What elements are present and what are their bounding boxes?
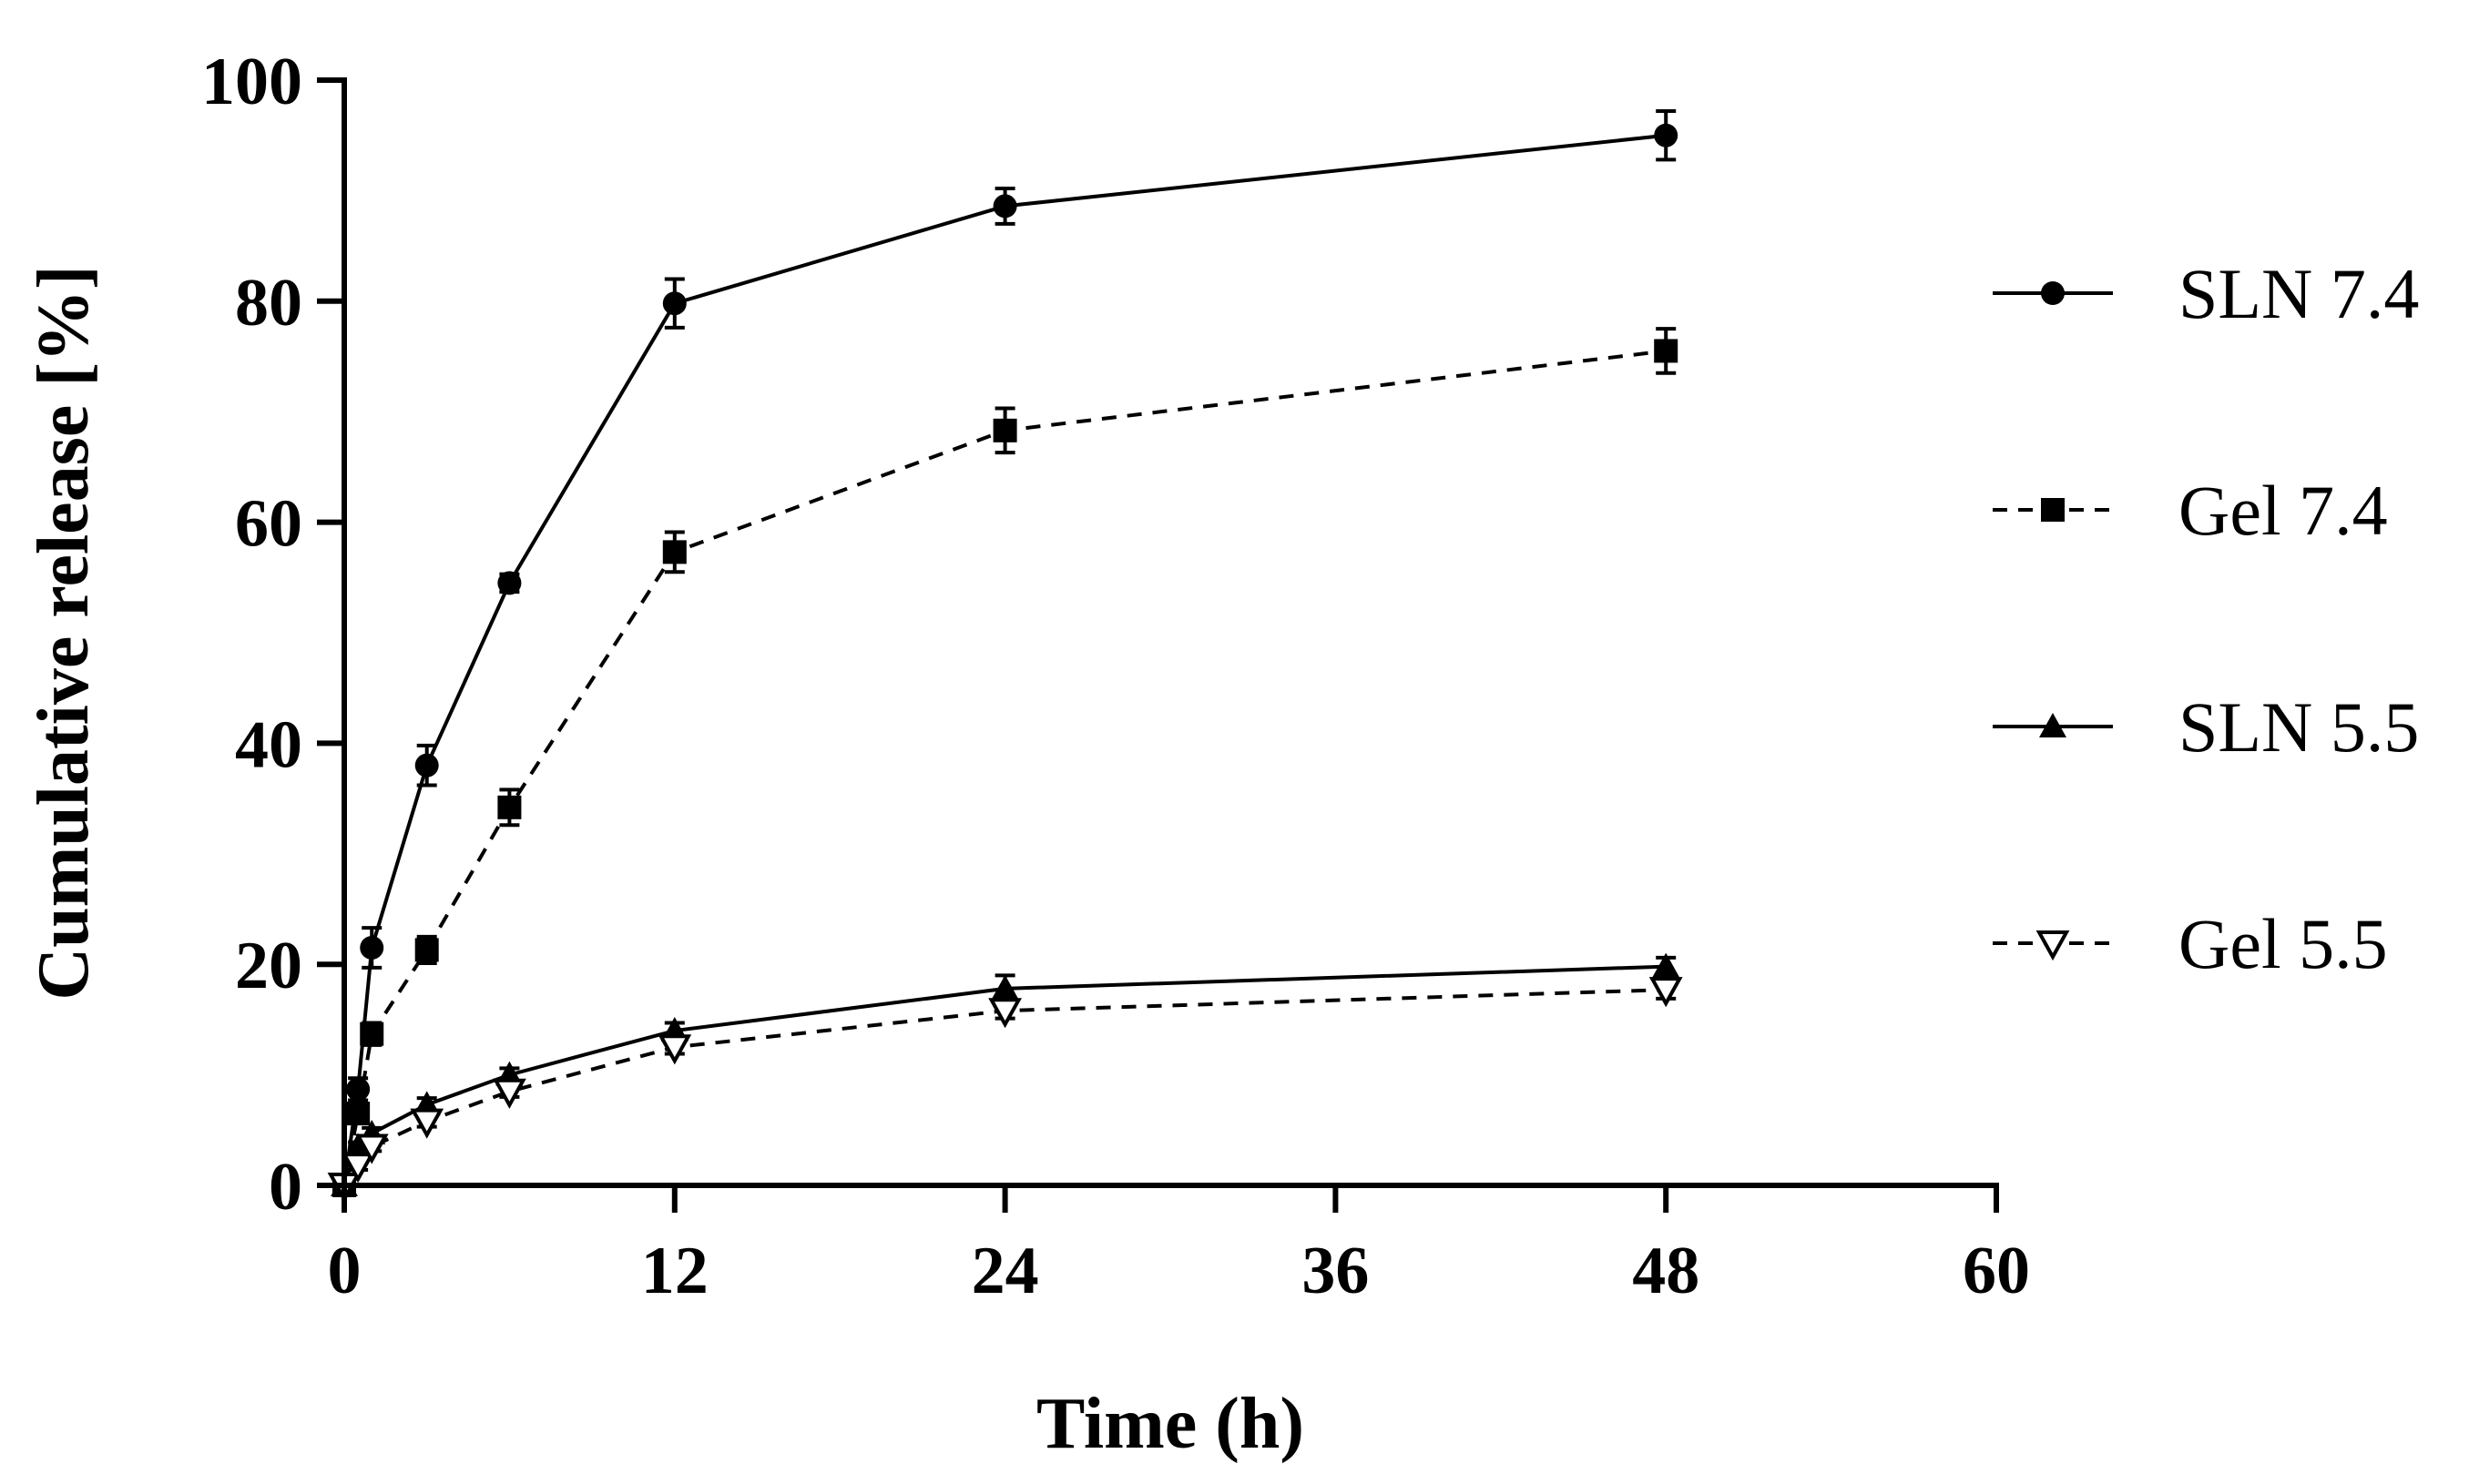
legend-label: Gel 7.4 xyxy=(2178,471,2388,550)
data-point xyxy=(414,753,439,778)
legend-marker xyxy=(2035,930,2070,961)
data-point xyxy=(493,1078,526,1109)
y-tick-label: 20 xyxy=(235,929,302,1003)
data-point xyxy=(414,938,439,962)
data-point xyxy=(354,1133,389,1164)
series-gel-5-5 xyxy=(327,977,1683,1204)
data-point xyxy=(341,1153,375,1184)
data-point xyxy=(360,935,384,960)
x-tick-label: 48 xyxy=(1632,1234,1699,1308)
legend-item: SLN 7.4 xyxy=(1993,254,2419,333)
legend: SLN 7.4 Gel 7.4 SLN 5.5 Gel 5.5 xyxy=(1993,254,2419,983)
data-point xyxy=(497,795,522,819)
y-axis-title: Cumulative release [%] xyxy=(24,265,104,1000)
series-line xyxy=(342,133,1667,1186)
legend-marker xyxy=(2039,713,2066,737)
x-tick-label: 60 xyxy=(1963,1234,2030,1308)
legend-label: Gel 5.5 xyxy=(2178,904,2388,983)
x-axis-title: Time (h) xyxy=(1036,1384,1304,1464)
x-tick-label: 12 xyxy=(641,1234,709,1308)
legend-item: Gel 5.5 xyxy=(1993,904,2388,983)
data-point xyxy=(346,1077,371,1102)
legend-item: Gel 7.4 xyxy=(1993,471,2388,550)
x-tick-label: 24 xyxy=(972,1234,1039,1308)
y-tick-label: 0 xyxy=(269,1150,302,1225)
series-line xyxy=(342,349,1667,1186)
y-tick-label: 100 xyxy=(201,45,302,119)
legend-marker xyxy=(2041,281,2065,305)
data-point xyxy=(360,1022,384,1046)
series-sln-7-4 xyxy=(332,108,1678,1197)
legend-label: SLN 5.5 xyxy=(2178,687,2419,767)
data-point xyxy=(993,194,1017,219)
legend-item: SLN 5.5 xyxy=(1993,687,2419,767)
data-point xyxy=(346,1102,371,1126)
data-point xyxy=(662,540,687,564)
axes: 0 12 24 36 48 60 0 20 40 60 80 100 xyxy=(201,45,2030,1308)
data-point xyxy=(658,1034,692,1065)
legend-marker xyxy=(2041,498,2065,522)
x-tick-label: 0 xyxy=(328,1234,362,1308)
plot-area xyxy=(327,108,1683,1204)
series-sln-5-5 xyxy=(331,952,1680,1196)
y-tick-label: 60 xyxy=(235,487,302,562)
data-point xyxy=(410,1108,444,1139)
y-tick-label: 40 xyxy=(235,707,302,782)
data-point xyxy=(991,974,1019,1000)
series-gel-7-4 xyxy=(332,327,1678,1197)
legend-label: SLN 7.4 xyxy=(2178,254,2419,333)
y-tick-label: 80 xyxy=(235,266,302,341)
data-point xyxy=(988,998,1022,1029)
data-point xyxy=(1654,339,1678,363)
data-point xyxy=(1654,123,1678,147)
data-point xyxy=(497,571,522,595)
x-tick-label: 36 xyxy=(1301,1234,1369,1308)
data-point xyxy=(662,291,687,316)
data-point xyxy=(1652,952,1680,978)
data-point xyxy=(993,418,1017,442)
data-point xyxy=(1648,977,1683,1008)
